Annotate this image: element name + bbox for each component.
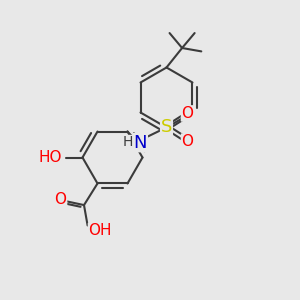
Text: S: S	[161, 118, 172, 136]
Text: OH: OH	[88, 224, 112, 238]
Text: HO: HO	[39, 150, 62, 165]
Text: O: O	[55, 192, 67, 207]
Text: O: O	[182, 106, 194, 121]
Text: N: N	[134, 134, 147, 152]
Text: H: H	[122, 136, 133, 149]
Text: O: O	[182, 134, 194, 149]
